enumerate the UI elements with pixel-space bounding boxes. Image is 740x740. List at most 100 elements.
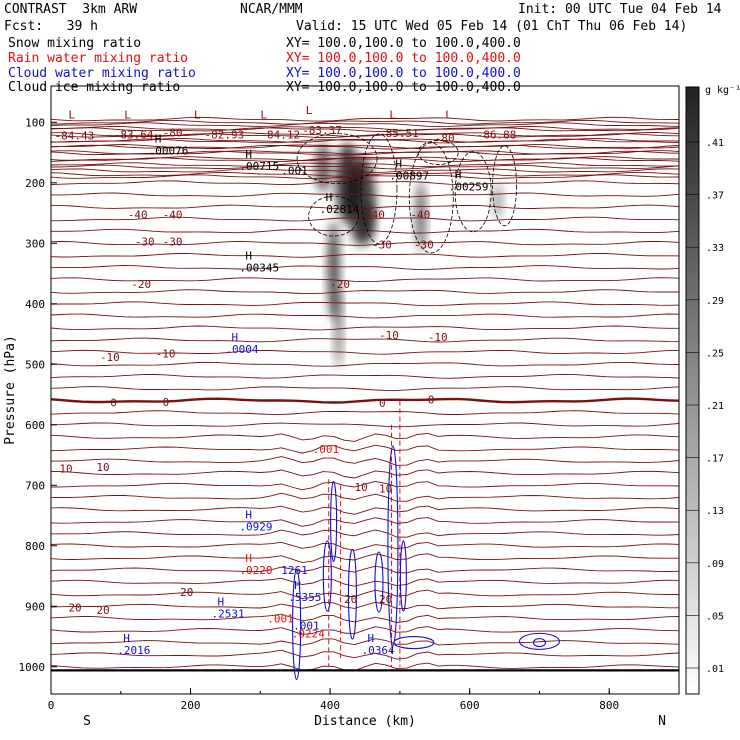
cloud-water-contour — [347, 548, 357, 640]
isotherm — [50, 481, 680, 491]
extremum-marker: H — [245, 552, 252, 565]
cloud-water-contour — [518, 632, 560, 650]
valid-time: Valid: 15 UTC Wed 05 Feb 14 (01 ChT Thu … — [296, 19, 688, 34]
x-tick-label: 800 — [599, 699, 619, 712]
isotherm-label: 10 — [379, 482, 392, 495]
xy-label-rain: XY= 100.0,100.0 to 100.0,400.0 — [286, 51, 521, 66]
isotherm — [50, 180, 680, 186]
isotherm-label: -85.51 — [379, 127, 419, 140]
extremum-value: .0929 — [239, 520, 272, 533]
isotherm — [50, 349, 680, 355]
isotherm-label: -86.88 — [477, 128, 517, 141]
isotherm-label: -40 — [365, 208, 385, 221]
extremum-marker: H — [155, 133, 162, 146]
snow-shade — [315, 142, 332, 193]
low-marker: L — [306, 104, 313, 117]
isotherm — [50, 164, 680, 170]
x-axis-north-label: N — [658, 714, 666, 729]
colorbar-ticks: .41 .37 .33 .29 .25 .21 .17 .13 .09 .05 .01 — [686, 138, 724, 675]
isotherm — [50, 122, 680, 128]
isotherm-label: -20 — [131, 278, 151, 291]
extremum-value: .0004 — [225, 343, 258, 356]
cloud-water-contour — [330, 481, 338, 563]
isotherm-label: 20 — [379, 593, 392, 606]
isotherm-label: 0 — [163, 396, 170, 409]
isotherm — [50, 162, 680, 168]
y-tick-label: 700 — [25, 479, 45, 492]
rain-contours — [328, 400, 401, 667]
extremum-marker: H — [455, 168, 462, 181]
colorbar-tick-label: .29 — [706, 296, 724, 307]
snow-shade — [362, 202, 375, 243]
extremum-marker: H — [326, 191, 333, 204]
isotherm-label: -40 — [163, 208, 183, 221]
isotherm — [50, 313, 680, 319]
extremum-marker: H — [123, 632, 130, 645]
cloud-water-contour — [399, 540, 407, 612]
isotherm-label: -84.43 — [54, 130, 94, 143]
y-tick-label: 400 — [25, 298, 45, 311]
colorbar-tick-label: .17 — [706, 454, 724, 465]
extremum-value: .00076 — [149, 145, 189, 158]
isotherm — [50, 116, 680, 122]
isotherm — [50, 541, 680, 551]
plot-frame — [50, 85, 680, 695]
isotherm-label: -30 — [372, 239, 392, 252]
cloud-ice-contour — [454, 151, 492, 233]
isotherm — [50, 589, 679, 600]
isotherm — [50, 492, 680, 502]
isotherm-label: -30 — [414, 239, 434, 252]
model-title: CONTRAST 3km ARW — [4, 2, 138, 17]
isotherm — [50, 517, 680, 527]
colorbar-tick-label: .25 — [706, 348, 724, 359]
isotherm — [50, 168, 680, 174]
isotherm — [50, 577, 680, 587]
cloud-ice-contour — [492, 145, 517, 227]
y-tick-label: 800 — [25, 540, 45, 553]
xy-label-cloud-water: XY= 100.0,100.0 to 100.0,400.0 — [286, 66, 521, 81]
extremum-value: .001 — [281, 165, 308, 178]
isotherm — [50, 601, 679, 610]
isotherm — [50, 119, 680, 125]
low-marker: L — [260, 108, 267, 121]
cloud-ice-contour — [308, 195, 360, 237]
y-tick-label: 1000 — [19, 661, 46, 674]
isotherm — [50, 649, 680, 660]
isotherm — [51, 132, 680, 137]
isotherm — [50, 422, 680, 428]
extremum-marker: H — [217, 596, 224, 609]
colorbar-tick-label: .33 — [706, 243, 724, 254]
colorbar-tick-label: .01 — [706, 664, 724, 675]
colorbar-tick-label: .09 — [706, 559, 724, 570]
cloud-water-contour — [532, 638, 546, 648]
isotherm — [50, 325, 679, 331]
low-marker: L — [124, 108, 131, 121]
isotherm — [50, 171, 680, 177]
extremum-value: .2016 — [117, 644, 150, 657]
extremum-value: .001 — [293, 620, 320, 633]
extremum-value: .0364 — [362, 644, 395, 657]
x-tick-label: 0 — [48, 699, 55, 712]
x-tick-label: 400 — [320, 699, 340, 712]
isotherm — [50, 240, 680, 246]
isotherm-label: -10 — [100, 351, 120, 364]
contour-labels: -84.43 -83.64 -80 -82.93 -84.12 -83.37 -85.51 -… — [54, 104, 516, 657]
isotherm — [50, 638, 680, 646]
cloud-ice-contour — [417, 140, 459, 165]
extremum-value: 1261 — [281, 564, 308, 577]
snow-shade — [334, 287, 343, 368]
extremum-value: .00345 — [239, 261, 279, 274]
cloud-ice-contour — [296, 133, 378, 184]
isotherm — [50, 469, 680, 479]
y-axis-label: Pressure (hPa) — [3, 335, 18, 445]
extremum-value: .001 — [313, 443, 340, 456]
cloud-water-contour — [387, 445, 399, 647]
extremum-marker: H — [368, 632, 375, 645]
isotherm — [50, 444, 680, 454]
y-tick-label: 300 — [25, 237, 45, 250]
isotherm — [50, 662, 680, 672]
isotherm-label: -30 — [135, 235, 155, 248]
snow-shade — [492, 182, 503, 219]
isotherm-label: -80 — [435, 132, 455, 145]
isotherm — [50, 144, 680, 150]
